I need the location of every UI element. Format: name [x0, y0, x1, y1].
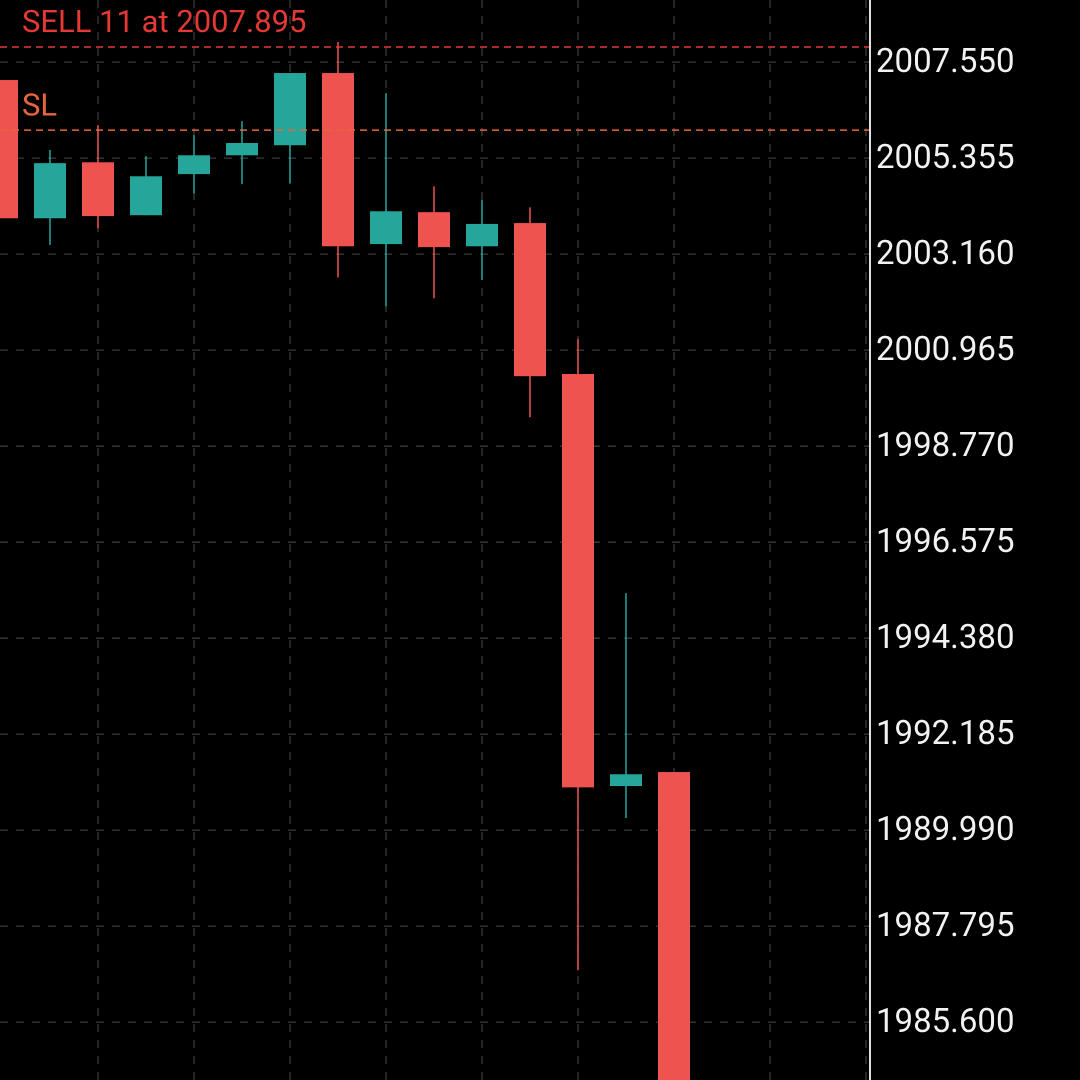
candle-body	[274, 73, 306, 146]
y-tick-label: 1985.600	[876, 1002, 1015, 1041]
candle-body	[34, 163, 66, 219]
candle-body	[178, 155, 210, 175]
y-tick-label: 1998.770	[876, 426, 1015, 465]
candle-body	[370, 211, 402, 245]
order-line-label: SELL 11 at 2007.895	[22, 3, 306, 40]
candle-body	[610, 774, 642, 787]
grid	[0, 0, 870, 1080]
candle-body	[130, 176, 162, 216]
y-tick-label: 1994.380	[876, 618, 1015, 657]
y-tick-label: 1989.990	[876, 810, 1015, 849]
candle-body	[466, 223, 498, 247]
y-tick-label: 2003.160	[876, 234, 1015, 273]
y-tick-label: 1987.795	[876, 906, 1015, 945]
candle-body	[82, 162, 114, 217]
candle-body	[322, 73, 354, 247]
candle-body	[562, 373, 594, 788]
candle-body	[226, 143, 258, 156]
y-tick-label: 2000.965	[876, 330, 1015, 369]
candle-body	[658, 772, 690, 1080]
plot-area: SELL 11 at 2007.895 SL	[0, 3, 870, 1080]
y-tick-label: 2005.355	[876, 138, 1015, 177]
order-line-label: SL	[22, 86, 57, 123]
y-tick-label: 1992.185	[876, 714, 1015, 753]
candle-body	[418, 212, 450, 248]
candle-body	[514, 223, 546, 377]
candle-body	[0, 80, 18, 219]
y-tick-label: 1996.575	[876, 522, 1015, 561]
y-tick-label: 2007.550	[876, 42, 1015, 81]
price-axis: 2007.550 2005.355 2003.160 2000.965 1998.770…	[876, 42, 1015, 1041]
